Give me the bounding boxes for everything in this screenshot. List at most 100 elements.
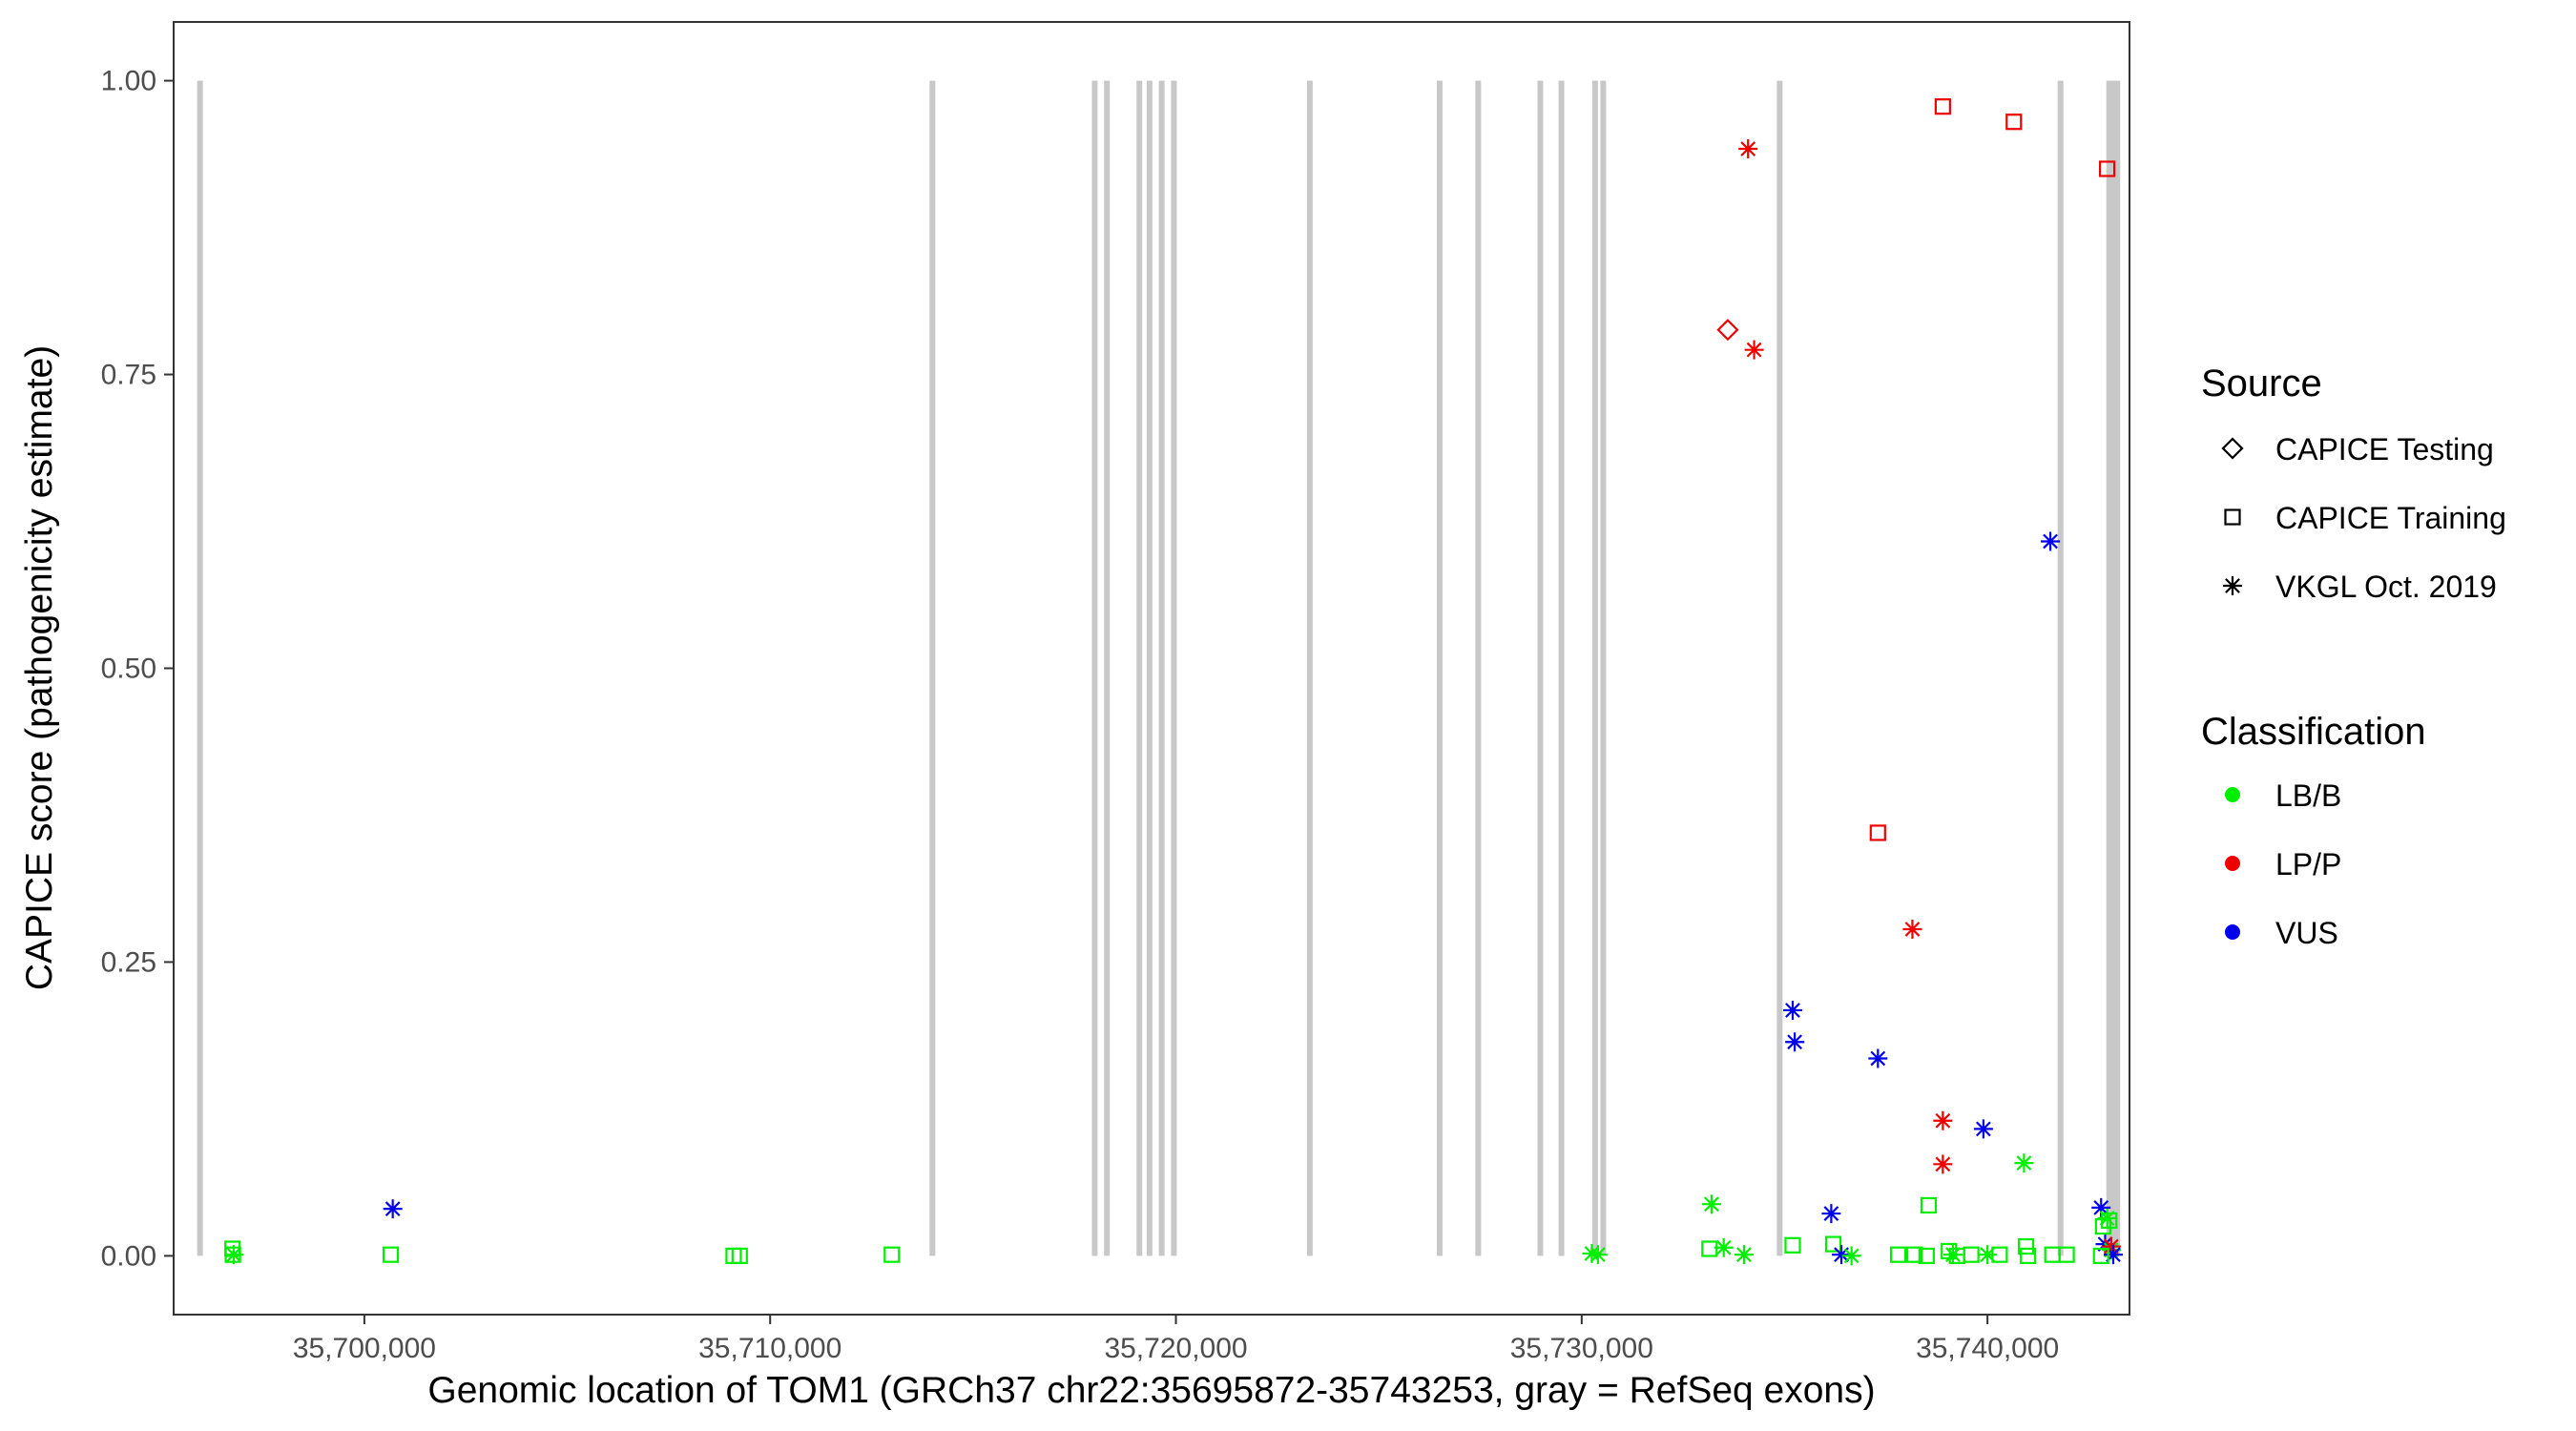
legend-classification-title: Classification — [2201, 711, 2426, 753]
data-point — [1942, 1245, 1963, 1265]
y-tick-label: 0.00 — [101, 1240, 156, 1272]
legend-source-key — [2221, 437, 2244, 460]
data-point — [1869, 824, 1886, 841]
data-point — [1841, 1246, 1861, 1266]
x-tick-label: 35,700,000 — [293, 1333, 436, 1364]
legend-class-key — [2225, 787, 2240, 802]
data-point — [2101, 1236, 2121, 1256]
data-point — [223, 1245, 243, 1265]
legend-class-key — [2225, 924, 2240, 940]
data-point — [1738, 139, 1758, 159]
legend-source-title: Source — [2201, 363, 2322, 404]
x-tick-label: 35,740,000 — [1916, 1333, 2059, 1364]
exon-band — [1306, 80, 1313, 1256]
x-tick-label: 35,710,000 — [698, 1333, 841, 1364]
legend-source-key — [2223, 576, 2242, 595]
legend-class-label: LP/P — [2275, 847, 2341, 881]
data-point — [1832, 1245, 1852, 1265]
legend-source-label: CAPICE Training — [2275, 501, 2506, 535]
exon-band — [2110, 80, 2117, 1256]
data-point — [1716, 319, 1739, 342]
legend-source-label: CAPICE Testing — [2275, 432, 2494, 467]
data-point — [2041, 531, 2061, 551]
data-point — [1588, 1245, 1608, 1265]
exon-band — [1600, 80, 1607, 1256]
legend-source-key — [2224, 508, 2241, 526]
data-point — [2091, 1197, 2111, 1217]
exon-band — [2114, 80, 2121, 1256]
data-point — [1934, 98, 1951, 115]
exon-band — [1091, 80, 1098, 1256]
exon-band — [1776, 80, 1783, 1256]
legend-class-label: VUS — [2275, 916, 2338, 950]
exon-band — [1436, 80, 1443, 1256]
data-point — [383, 1199, 403, 1219]
data-point — [2097, 1208, 2117, 1228]
data-point — [1824, 1235, 1842, 1253]
data-point — [883, 1246, 901, 1263]
exon-band — [1146, 80, 1153, 1256]
data-point — [2101, 1212, 2118, 1230]
exon-band — [1591, 80, 1598, 1256]
legend-class-key — [2225, 856, 2240, 871]
x-axis: 35,700,000 35,710,000 35,720,000 35,730,000… — [293, 1315, 2059, 1364]
data-point — [2017, 1237, 2035, 1255]
data-point — [731, 1247, 748, 1265]
data-point — [1991, 1246, 2008, 1263]
data-point — [2099, 160, 2116, 177]
x-axis-title: Genomic location of TOM1 (GRCh37 chr22:3… — [427, 1370, 1875, 1411]
exon-band — [929, 80, 936, 1256]
plot-border — [173, 21, 2130, 1316]
exon-band — [1475, 80, 1482, 1256]
data-point — [1714, 1237, 1734, 1257]
exon-band — [1558, 80, 1565, 1256]
data-point — [1933, 1154, 1953, 1174]
data-point — [1784, 1236, 1801, 1254]
exon-band — [1136, 80, 1143, 1256]
data-point — [1868, 1048, 1888, 1068]
data-point — [1785, 1032, 1805, 1052]
exon-band — [2106, 80, 2112, 1256]
data-point — [1582, 1243, 1602, 1263]
exon-band — [1171, 80, 1177, 1256]
data-point — [1905, 1246, 1923, 1263]
data-point — [1734, 1245, 1754, 1265]
exon-band — [1158, 80, 1165, 1256]
legend: Source Classification CAPICE Testing CAPI… — [2201, 363, 2506, 950]
data-point — [1918, 1247, 1935, 1265]
data-point — [2058, 1246, 2075, 1263]
data-point — [1701, 1240, 1718, 1257]
data-point — [1902, 919, 1922, 939]
x-tick-label: 35,720,000 — [1104, 1333, 1247, 1364]
x-tick-label: 35,730,000 — [1510, 1333, 1653, 1364]
data-point — [2092, 1247, 2109, 1265]
y-tick-label: 0.75 — [101, 360, 156, 391]
legend-class-label: LB/B — [2275, 778, 2341, 813]
exon-band — [2057, 80, 2064, 1256]
legend-source-label: VKGL Oct. 2019 — [2275, 570, 2497, 604]
exon-band — [197, 80, 203, 1256]
data-point — [1978, 1245, 1998, 1265]
data-point — [1889, 1246, 1907, 1263]
y-tick-label: 1.00 — [101, 66, 156, 97]
data-point — [1701, 1194, 1721, 1214]
y-tick-label: 0.50 — [101, 653, 156, 685]
data-point — [382, 1246, 400, 1263]
exon-band — [1537, 80, 1544, 1256]
y-axis-title: CAPICE score (pathogenicity estimate) — [19, 345, 60, 990]
data-point — [1933, 1110, 1953, 1130]
data-point — [1920, 1196, 1938, 1214]
data-point — [1744, 340, 1764, 360]
y-tick-label: 0.25 — [101, 946, 156, 978]
data-point — [2094, 1218, 2111, 1235]
data-point — [2014, 1153, 2034, 1173]
data-point — [1821, 1204, 1841, 1224]
data-point — [2103, 1245, 2123, 1265]
data-point — [2005, 114, 2023, 131]
data-point — [1973, 1119, 1993, 1139]
exon-bands — [197, 80, 2121, 1256]
data-points — [223, 98, 2123, 1266]
y-axis: 0.00 0.25 0.50 0.75 1.00 — [101, 66, 174, 1272]
